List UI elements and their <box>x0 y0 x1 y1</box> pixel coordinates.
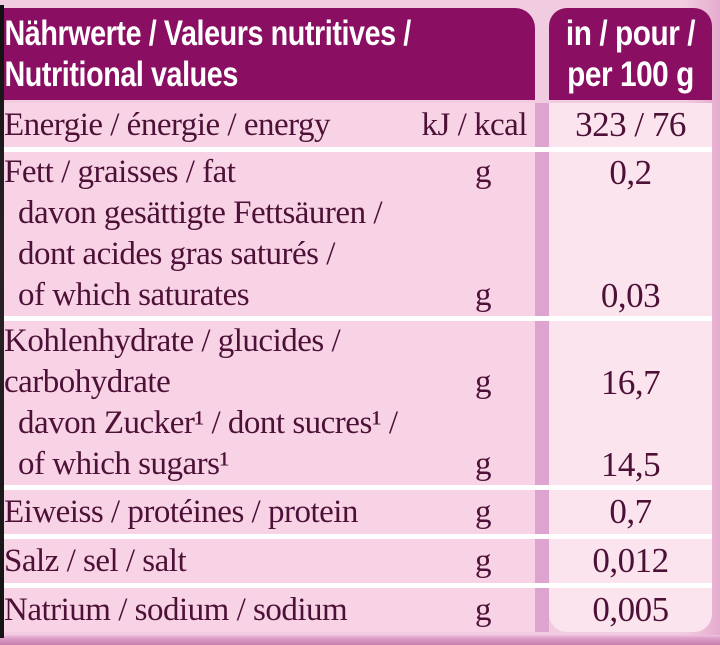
header-title-line1: Nährwerte / Valeurs nutritives / <box>4 14 411 53</box>
unit-label: g <box>475 542 492 579</box>
table-row-salt: Salz / sel / salt g 0,012 <box>2 539 712 583</box>
label-cell: Energie / énergie / energy kJ / kcal <box>2 103 535 147</box>
nutrient-value: 16,7 <box>600 362 661 402</box>
nutrient-value: 0,7 <box>609 492 652 531</box>
left-crop-edge <box>0 5 4 638</box>
table-row-protein: Eiweiss / protéines / protein g 0,7 <box>2 490 712 534</box>
table-row-energy: Energie / énergie / energy kJ / kcal 323… <box>2 103 712 147</box>
nutrient-value: 323 / 76 <box>575 105 686 144</box>
nutrient-value: 14,5 <box>600 444 661 484</box>
value-cell: 16,7 14,5 <box>549 321 712 485</box>
label-cell: Fett / graisses / fat g davon gesättigte… <box>2 152 535 316</box>
nutrient-label: carbohydrate <box>4 364 171 400</box>
packaging-bottom-band <box>0 635 720 645</box>
nutrient-value: 0,03 <box>600 275 661 315</box>
header-column-gap <box>535 8 549 100</box>
value-cell: 323 / 76 <box>549 103 712 147</box>
value-cell: 0,005 <box>549 588 712 632</box>
nutrient-label: Natrium / sodium / sodium <box>4 591 348 628</box>
table-row-carbohydrate: Kohlenhydrate / glucides / carbohydrate … <box>2 321 712 485</box>
column-gutter <box>535 103 549 147</box>
nutrient-sublabel: davon gesättigte Fettsäuren / <box>18 195 383 231</box>
header-title-line2: Nutritional values <box>4 55 238 94</box>
value-cell: 0,7 <box>549 490 712 534</box>
label-cell: Kohlenhydrate / glucides / carbohydrate … <box>2 321 535 485</box>
nutrient-value: 0,012 <box>592 541 669 580</box>
nutrient-label: Salz / sel / salt <box>4 542 187 579</box>
label-cell: Salz / sel / salt g <box>2 539 535 583</box>
nutrient-value: 0,005 <box>592 590 669 629</box>
unit-label: kJ / kcal <box>421 106 528 143</box>
value-cell: 0,012 <box>549 539 712 583</box>
unit-label: g <box>475 364 492 400</box>
nutrition-table: Nährwerte / Valeurs nutritives / Nutriti… <box>2 8 712 632</box>
unit-label: g <box>475 154 492 190</box>
unit-label: g <box>475 493 492 530</box>
row-separator <box>2 316 712 321</box>
nutrient-value: 0,2 <box>609 152 652 192</box>
label-cell: Eiweiss / protéines / protein g <box>2 490 535 534</box>
row-separator <box>2 147 712 152</box>
table-header: Nährwerte / Valeurs nutritives / Nutriti… <box>2 8 712 100</box>
nutrient-label: Fett / graisses / fat <box>4 154 236 190</box>
nutrient-sublabel: dont acides gras saturés / <box>18 236 335 272</box>
table-row-fat: Fett / graisses / fat g davon gesättigte… <box>2 152 712 316</box>
nutrient-label: Energie / énergie / energy <box>4 106 331 143</box>
unit-label: g <box>475 446 492 482</box>
table-row-sodium: Natrium / sodium / sodium g 0,005 <box>2 588 712 632</box>
nutrient-label: Eiweiss / protéines / protein <box>4 493 358 530</box>
label-cell: Natrium / sodium / sodium g <box>2 588 535 632</box>
row-separator <box>2 485 712 490</box>
row-separator <box>2 583 712 588</box>
column-gutter <box>535 152 549 316</box>
header-unit-cell: in / pour / per 100 g <box>549 8 712 100</box>
unit-label: g <box>475 277 492 313</box>
value-cell: 0,2 0,03 <box>549 152 712 316</box>
column-gutter <box>535 321 549 485</box>
nutrient-label: Kohlenhydrate / glucides / <box>4 323 341 359</box>
nutrient-sublabel: davon Zucker¹ / dont sucres¹ / <box>18 405 398 441</box>
header-title-cell: Nährwerte / Valeurs nutritives / Nutriti… <box>2 8 535 100</box>
row-separator <box>2 534 712 539</box>
column-gutter <box>535 588 549 632</box>
nutrient-sublabel: of which sugars¹ <box>18 446 229 482</box>
nutrient-sublabel: of which saturates <box>18 277 250 313</box>
unit-label: g <box>475 591 492 628</box>
column-gutter <box>535 539 549 583</box>
header-unit-line2: per 100 g <box>567 55 694 94</box>
header-unit-line1: in / pour / <box>565 14 696 53</box>
column-gutter <box>535 490 549 534</box>
